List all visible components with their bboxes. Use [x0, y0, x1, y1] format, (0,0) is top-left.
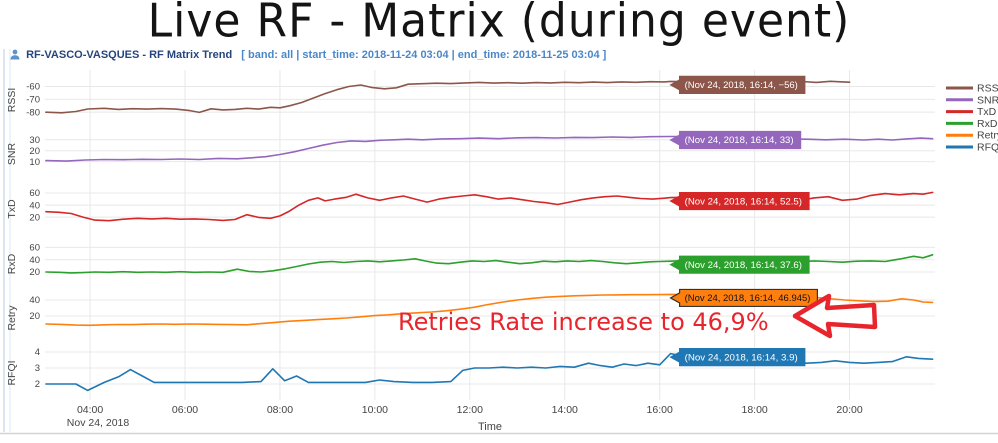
y-tick-label-snr: 10	[29, 157, 40, 168]
legend-item-rfqi[interactable]: RFQI	[946, 142, 998, 154]
report-params: [ band: all | start_time: 2018-11-24 03:…	[241, 49, 607, 61]
report-title: RF-VASCO-VASQUES - RF Matrix Trend	[26, 49, 233, 61]
y-tick-label-txd: 40	[29, 200, 40, 211]
page-title: Live RF - Matrix (during event)	[147, 0, 851, 49]
y-tick-label-rssi: -70	[26, 95, 40, 106]
y-tick-label-txd: 60	[29, 188, 40, 199]
hover-label-box	[669, 75, 806, 95]
legend-label-retry: Retry	[977, 130, 998, 142]
y-tick-label-txd: 20	[29, 212, 40, 223]
x-tick-label: 16:00	[647, 404, 673, 416]
y-tick-label-rssi: -80	[26, 107, 40, 118]
legend-item-retry[interactable]: Retry	[946, 130, 998, 142]
x-tick-label: 20:00	[836, 404, 862, 416]
y-axis-title-rssi: RSSI	[6, 88, 18, 113]
retries-annotation: Retries Rate increase to 46,9%	[398, 308, 769, 336]
x-tick-label: 06:00	[172, 404, 198, 416]
hover-label-text: (Nov 24, 2018, 16:14, −56)	[685, 80, 798, 91]
legend-label-snr: SNR	[977, 94, 998, 106]
hover-label-box	[669, 191, 810, 211]
x-axis-date-label: Nov 24, 2018	[67, 417, 130, 429]
y-tick-label-rxd: 40	[29, 255, 40, 266]
x-tick-label: 10:00	[362, 404, 388, 416]
y-axis-title-retry: Retry	[6, 305, 18, 331]
x-tick-label: 18:00	[741, 404, 767, 416]
legend-label-rxd: RxD	[977, 118, 998, 130]
y-tick-label-snr: 20	[29, 146, 40, 157]
hover-label-snr: (Nov 24, 2018, 16:14, 33)	[669, 130, 802, 150]
report-header: RF-VASCO-VASQUES - RF Matrix Trend [ ban…	[10, 49, 990, 63]
y-tick-label-snr: 30	[29, 135, 40, 146]
legend-label-txd: TxD	[977, 106, 997, 118]
hover-label-retry: (Nov 24, 2018, 16:14, 46.945)	[669, 288, 819, 308]
hover-label-box	[669, 348, 806, 367]
red-arrow-left-icon	[792, 293, 878, 339]
hover-label-box	[669, 130, 802, 150]
legend-item-txd[interactable]: TxD	[946, 106, 997, 118]
x-tick-label: 12:00	[457, 404, 483, 416]
hover-label-box	[669, 255, 810, 274]
y-tick-label-rfqi: 3	[35, 363, 40, 374]
legend-item-snr[interactable]: SNR	[946, 94, 998, 106]
user-icon	[10, 49, 20, 63]
y-tick-label-rfqi: 2	[35, 379, 40, 390]
x-tick-label: 08:00	[267, 404, 293, 416]
hover-label-rssi: (Nov 24, 2018, 16:14, −56)	[669, 75, 806, 95]
y-tick-label-rfqi: 4	[35, 347, 40, 358]
hover-label-rxd: (Nov 24, 2018, 16:14, 37.6)	[669, 255, 810, 274]
y-axis-title-snr: SNR	[6, 142, 18, 165]
x-axis-title: Time	[478, 421, 502, 433]
legend-label-rssi: RSSI	[977, 83, 998, 95]
hover-label-text: (Nov 24, 2018, 16:14, 33)	[685, 135, 794, 146]
y-tick-label-rssi: -60	[26, 82, 40, 93]
y-axis-title-rxd: RxD	[6, 253, 18, 274]
hover-label-text: (Nov 24, 2018, 16:14, 37.6)	[685, 260, 802, 271]
y-tick-label-rxd: 60	[29, 243, 40, 254]
legend-item-rssi[interactable]: RSSI	[946, 83, 998, 95]
x-tick-label: 14:00	[552, 404, 578, 416]
hover-label-rfqi: (Nov 24, 2018, 16:14, 3.9)	[669, 348, 806, 367]
hover-label-txd: (Nov 24, 2018, 16:14, 52.5)	[669, 191, 810, 211]
hover-label-text: (Nov 24, 2018, 16:14, 3.9)	[685, 352, 798, 363]
legend-label-rfqi: RFQI	[977, 142, 998, 154]
hover-label-text: (Nov 24, 2018, 16:14, 52.5)	[685, 196, 802, 207]
hover-label-text: (Nov 24, 2018, 16:14, 46.945)	[685, 293, 811, 304]
legend-item-rxd[interactable]: RxD	[946, 118, 998, 130]
y-axis-title-txd: TxD	[6, 199, 18, 219]
y-tick-label-retry: 20	[29, 311, 40, 322]
hover-label-box	[669, 288, 819, 308]
x-tick-label: 04:00	[77, 404, 103, 416]
y-axis-title-rfqi: RFQI	[6, 360, 18, 385]
y-tick-label-rxd: 20	[29, 267, 40, 278]
y-tick-label-retry: 40	[29, 295, 40, 306]
